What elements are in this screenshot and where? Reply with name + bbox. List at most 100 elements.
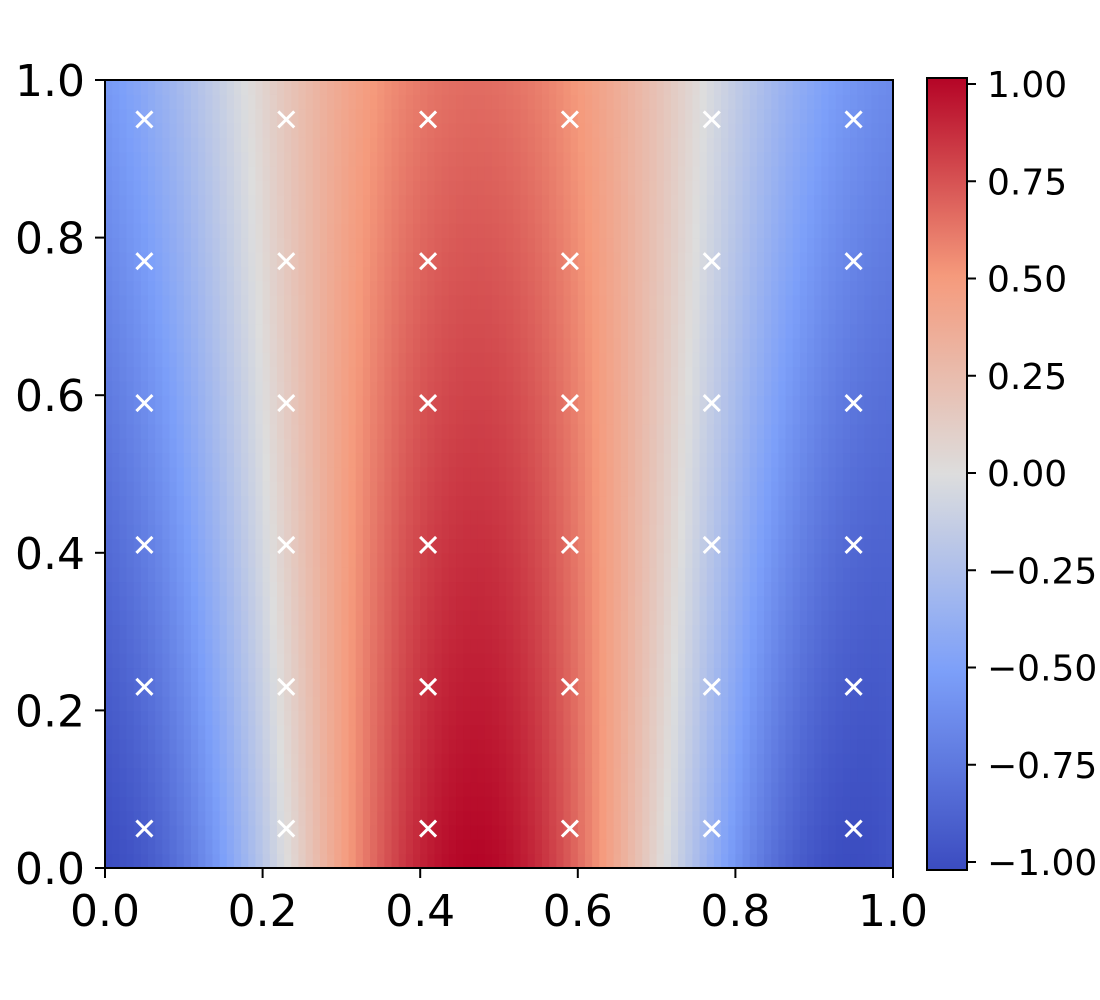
heatmap-cell	[441, 509, 450, 525]
heatmap-cell	[663, 395, 672, 411]
heatmap-cell	[678, 667, 686, 683]
heatmap-cell	[742, 796, 751, 812]
heatmap-cell	[241, 524, 249, 540]
heatmap-cell	[140, 423, 149, 439]
heatmap-cell	[291, 825, 300, 840]
heatmap-cell	[620, 839, 629, 855]
heatmap-cell	[377, 825, 385, 840]
heatmap-cell	[205, 266, 214, 282]
heatmap-cell	[864, 423, 873, 439]
heatmap-cell	[147, 366, 156, 382]
heatmap-cell	[147, 266, 156, 282]
heatmap-cell	[857, 481, 865, 497]
heatmap-cell	[413, 782, 421, 797]
heatmap-cell	[420, 409, 428, 425]
heatmap-cell	[656, 638, 665, 654]
heatmap-cell	[140, 266, 149, 282]
heatmap-cell	[370, 366, 378, 382]
heatmap-cell	[735, 753, 744, 769]
heatmap-cell	[398, 653, 407, 669]
heatmap-cell	[656, 423, 665, 439]
heatmap-cell	[491, 782, 500, 797]
heatmap-cell	[198, 509, 206, 525]
heatmap-cell	[520, 438, 529, 454]
heatmap-cell	[212, 280, 221, 296]
heatmap-cell	[685, 481, 694, 497]
heatmap-cell	[885, 595, 893, 611]
heatmap-cell	[857, 624, 865, 640]
heatmap-cell	[570, 610, 579, 626]
heatmap-cell	[627, 294, 636, 310]
heatmap-cell	[198, 810, 206, 826]
heatmap-cell	[821, 753, 830, 769]
heatmap-cell	[549, 423, 557, 439]
heatmap-cell	[255, 366, 264, 382]
heatmap-cell	[549, 610, 557, 626]
heatmap-cell	[549, 395, 557, 411]
heatmap-cell	[305, 466, 314, 482]
heatmap-cell	[541, 481, 550, 497]
heatmap-cell	[878, 739, 887, 754]
heatmap-cell	[312, 251, 321, 267]
heatmap-cell	[491, 223, 500, 239]
heatmap-cell	[613, 423, 622, 439]
heatmap-cell	[291, 294, 300, 310]
heatmap-cell	[728, 782, 736, 797]
heatmap-cell	[312, 667, 321, 683]
heatmap-cell	[821, 581, 830, 597]
heatmap-cell	[685, 395, 694, 411]
heatmap-cell	[112, 423, 120, 439]
heatmap-cell	[541, 839, 550, 855]
heatmap-cell	[491, 610, 500, 626]
heatmap-cell	[584, 667, 593, 683]
heatmap-cell	[735, 638, 744, 654]
heatmap-cell	[327, 395, 335, 411]
heatmap-cell	[563, 782, 572, 797]
heatmap-cell	[678, 696, 686, 711]
heatmap-cell	[384, 810, 393, 826]
heatmap-cell	[377, 710, 385, 726]
heatmap-cell	[785, 366, 794, 382]
heatmap-cell	[427, 237, 436, 253]
heatmap-cell	[362, 624, 371, 640]
heatmap-cell	[713, 237, 722, 253]
heatmap-cell	[778, 581, 787, 597]
heatmap-cell	[878, 323, 887, 339]
heatmap-cell	[112, 810, 120, 826]
heatmap-cell	[133, 595, 142, 611]
heatmap-cell	[477, 825, 486, 840]
heatmap-cell	[176, 767, 185, 783]
heatmap-cell	[126, 237, 135, 253]
heatmap-cell	[105, 552, 113, 568]
heatmap-cell	[785, 667, 794, 683]
heatmap-cell	[140, 309, 149, 325]
heatmap-field	[105, 80, 893, 868]
heatmap-cell	[427, 810, 436, 826]
heatmap-cell	[413, 825, 421, 840]
heatmap-cell	[692, 825, 701, 840]
heatmap-cell	[112, 409, 120, 425]
heatmap-cell	[549, 667, 557, 683]
heatmap-cell	[563, 466, 572, 482]
heatmap-cell	[685, 280, 694, 296]
heatmap-cell	[319, 581, 328, 597]
heatmap-cell	[140, 767, 149, 783]
heatmap-cell	[527, 423, 536, 439]
heatmap-cell	[470, 237, 479, 253]
heatmap-cell	[871, 223, 880, 239]
heatmap-cell	[499, 309, 507, 325]
heatmap-cell	[377, 653, 385, 669]
heatmap-cell	[814, 610, 822, 626]
heatmap-cell	[162, 309, 171, 325]
heatmap-cell	[298, 653, 307, 669]
heatmap-cell	[441, 237, 450, 253]
heatmap-cell	[706, 452, 715, 468]
heatmap-cell	[656, 438, 665, 454]
heatmap-cell	[348, 352, 357, 368]
heatmap-cell	[434, 481, 443, 497]
heatmap-cell	[255, 681, 264, 697]
heatmap-cell	[821, 266, 830, 282]
heatmap-cell	[713, 724, 722, 740]
heatmap-cell	[857, 681, 865, 697]
heatmap-cell	[685, 739, 694, 754]
